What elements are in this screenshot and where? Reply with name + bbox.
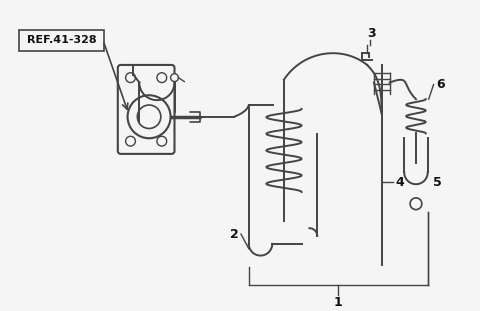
Circle shape xyxy=(126,136,135,146)
Text: 1: 1 xyxy=(334,296,343,309)
Circle shape xyxy=(126,73,135,82)
FancyBboxPatch shape xyxy=(19,30,104,51)
Text: REF.41-328: REF.41-328 xyxy=(27,35,96,45)
Text: 2: 2 xyxy=(230,228,239,240)
Text: 4: 4 xyxy=(395,176,404,189)
Circle shape xyxy=(157,73,167,82)
Circle shape xyxy=(157,136,167,146)
Circle shape xyxy=(128,95,170,138)
Text: 5: 5 xyxy=(433,176,442,189)
Circle shape xyxy=(137,105,161,128)
FancyBboxPatch shape xyxy=(118,65,175,154)
Text: 6: 6 xyxy=(436,78,444,91)
Circle shape xyxy=(410,198,422,210)
Circle shape xyxy=(170,74,179,81)
Text: 3: 3 xyxy=(368,27,376,40)
